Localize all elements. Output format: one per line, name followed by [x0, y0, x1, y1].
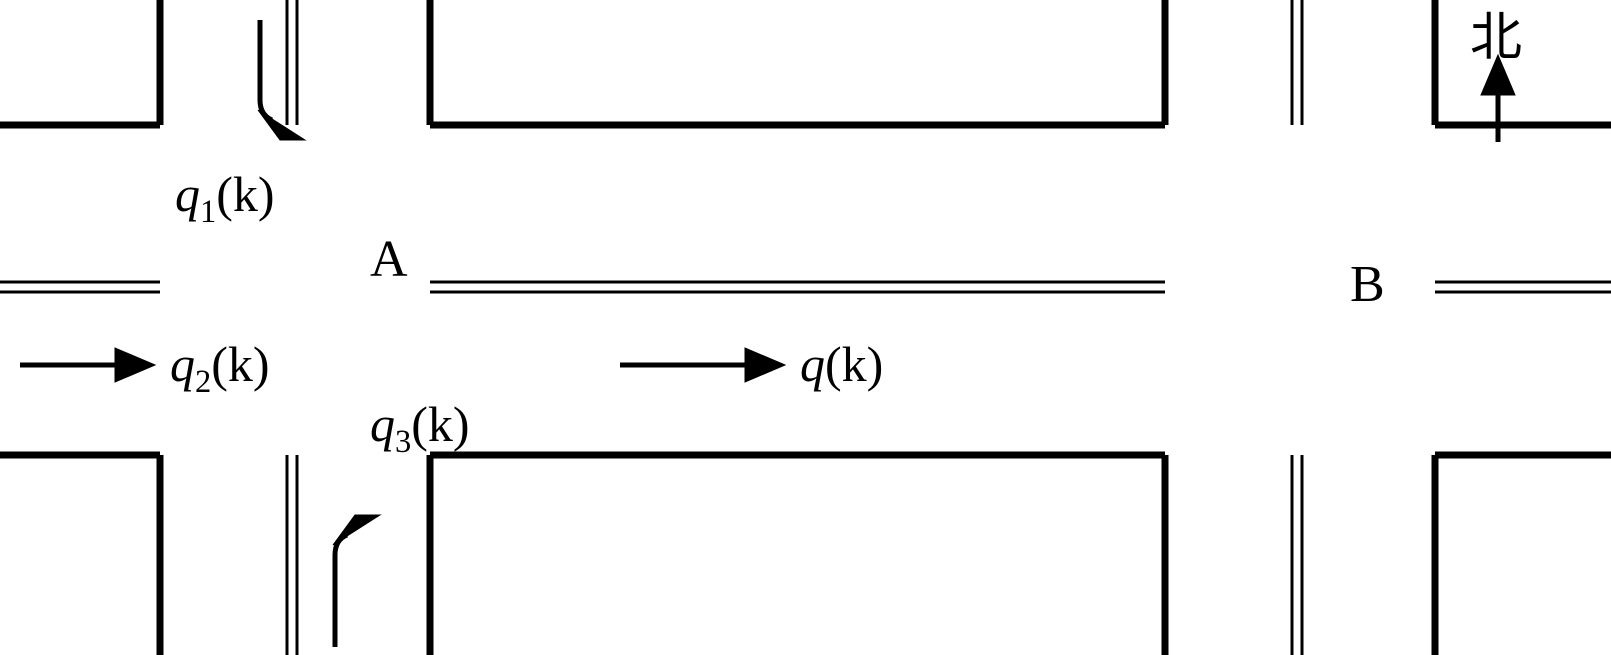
label-q2: q2(k) [170, 335, 270, 401]
diagram-svg [0, 0, 1611, 655]
label-north: 北 [1470, 0, 1522, 70]
label-q1: q1(k) [175, 165, 275, 231]
q3-arrow-tail [335, 535, 347, 647]
q2-arrow-head [115, 348, 155, 382]
intersection-diagram: q1(k) q2(k) q3(k) q(k) A B 北 [0, 0, 1611, 655]
label-q: q(k) [800, 335, 883, 393]
label-node-a: A [370, 230, 408, 289]
q1-arrow-tail [260, 20, 272, 120]
q3-arrow-head [333, 515, 380, 545]
q-arrow-head [745, 348, 785, 382]
label-q3: q3(k) [370, 395, 470, 461]
label-node-b: B [1350, 255, 1385, 314]
